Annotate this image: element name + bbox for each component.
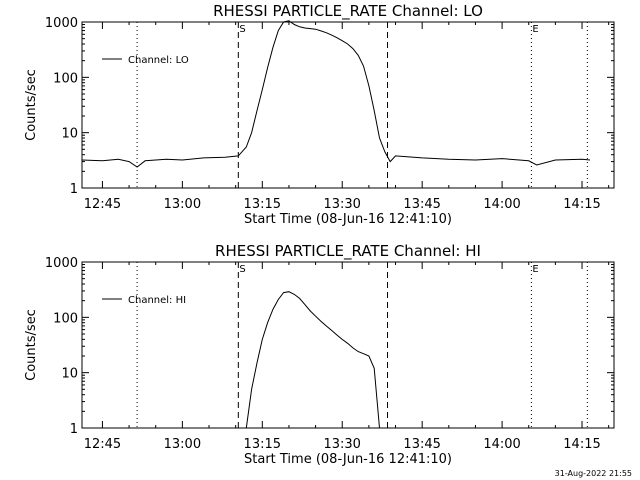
event-marker-label: E [532,264,538,275]
y-tick-label: 1 [70,182,78,197]
plot-frame [81,261,615,429]
legend-label: Channel: LO [128,55,189,66]
x-tick-label: 14:00 [483,437,520,452]
x-tick-label: 12:45 [84,197,121,212]
x-tick-label: 14:00 [483,197,520,212]
x-tick-label: 14:15 [563,437,600,452]
x-tick-label: 13:15 [244,197,281,212]
chart-title: RHESSI PARTICLE_RATE Channel: LO [213,2,483,21]
y-tick-label: 1000 [45,16,78,31]
event-marker-label: S [239,264,245,275]
y-tick-label: 100 [53,71,78,86]
plot-frame [81,21,615,189]
event-marker-label: S [239,24,245,35]
y-tick-label: 100 [53,311,78,326]
legend-label: Channel: HI [128,295,186,306]
y-tick-label: 1 [70,422,78,437]
y-axis-label: Counts/sec [24,69,39,141]
y-axis-label: Counts/sec [24,309,39,381]
x-tick-label: 14:15 [563,197,600,212]
x-tick-label: 12:45 [84,437,121,452]
y-tick-label: 10 [61,367,78,382]
x-tick-label: 13:15 [244,437,281,452]
x-axis-label: Start Time (08-Jun-16 12:41:10) [244,452,452,467]
x-tick-label: 13:00 [164,437,201,452]
x-tick-label: 13:30 [323,197,360,212]
x-tick-label: 13:45 [403,437,440,452]
x-tick-label: 13:30 [323,437,360,452]
x-axis-label: Start Time (08-Jun-16 12:41:10) [244,212,452,227]
event-marker-label: E [532,24,538,35]
series-line [245,291,380,429]
y-tick-label: 1000 [45,256,78,271]
chart-title: RHESSI PARTICLE_RATE Channel: HI [215,242,481,261]
series-line [81,20,591,168]
x-tick-label: 13:00 [164,197,201,212]
x-tick-label: 13:45 [403,197,440,212]
y-tick-label: 10 [61,127,78,142]
timestamp: 31-Aug-2022 21:55 [554,469,632,478]
